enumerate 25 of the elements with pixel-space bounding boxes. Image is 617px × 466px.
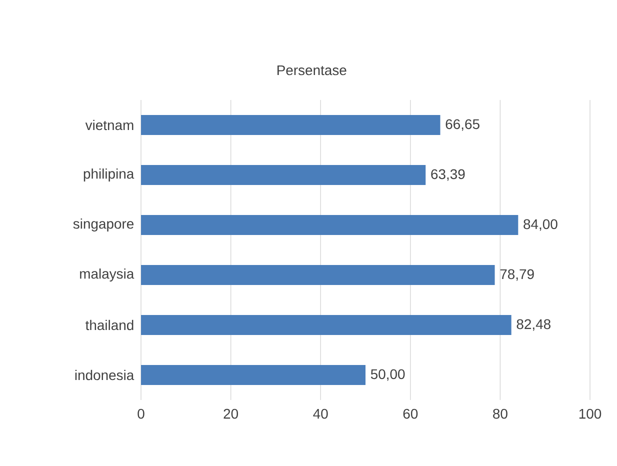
bar [141, 265, 495, 286]
data-label: 78,79 [500, 269, 534, 281]
bar [141, 365, 366, 386]
y-tick-label: singapore [73, 218, 134, 232]
bar [141, 315, 512, 336]
data-label: 63,39 [431, 169, 465, 181]
x-tick-label: 20 [224, 408, 238, 419]
bar [141, 165, 426, 186]
y-tick-label: malaysia [80, 268, 134, 282]
y-tick-label: vietnam [85, 120, 134, 130]
x-tick-label: 100 [579, 408, 602, 419]
y-tick-label: indonesia [75, 370, 134, 380]
data-label: 66,65 [446, 119, 480, 131]
x-tick-label: 0 [138, 408, 144, 419]
chart-title: Persentase [277, 65, 346, 76]
data-label: 50,00 [370, 369, 405, 381]
y-tick-label: philipina [84, 168, 134, 182]
x-tick-label: 60 [403, 408, 418, 419]
bar [141, 115, 440, 136]
x-tick-label: 40 [313, 408, 328, 419]
bar [141, 215, 518, 236]
y-tick-label: thailand [86, 320, 134, 330]
x-tick-label: 80 [493, 408, 508, 419]
data-label: 84,00 [524, 219, 558, 231]
data-label: 82,48 [516, 319, 550, 331]
